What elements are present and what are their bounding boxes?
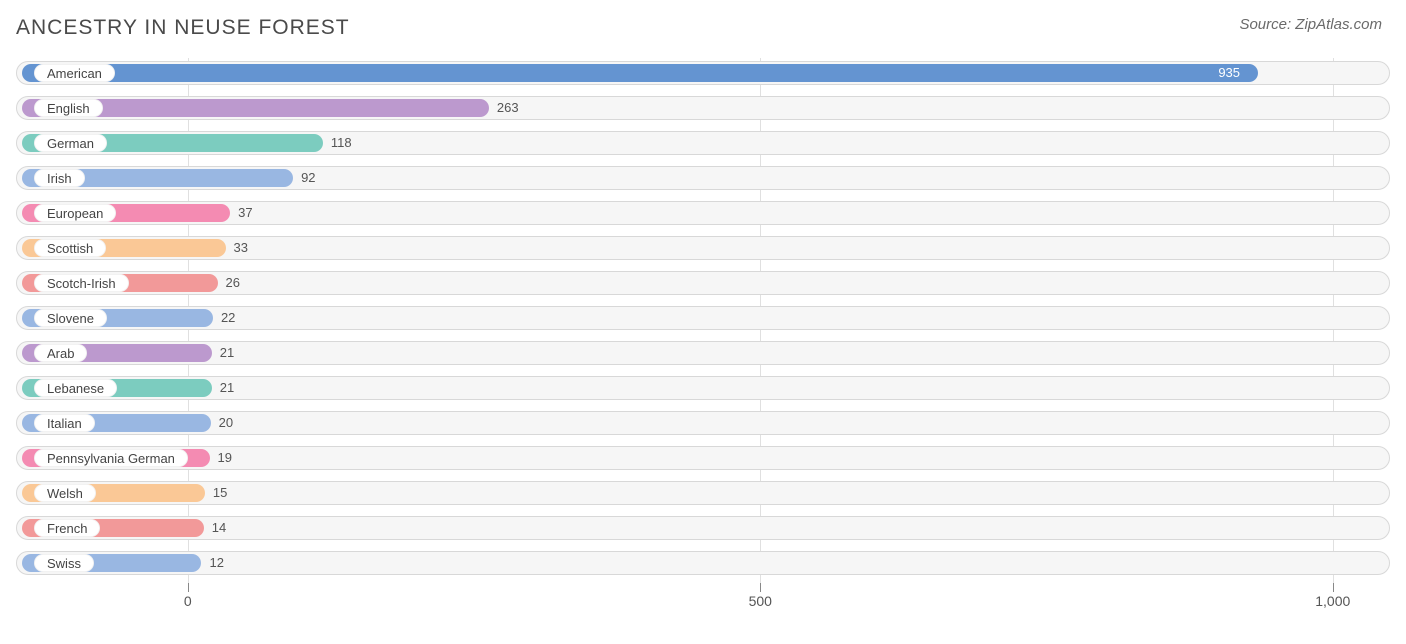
bar-label-pill: American (34, 64, 115, 82)
bar-value-label: 37 (238, 204, 252, 222)
bar-label-pill: Arab (34, 344, 87, 362)
bar-value-label: 26 (226, 274, 240, 292)
bar-row: Pennsylvania German 19 (16, 443, 1390, 473)
axis-tick-label: 500 (749, 593, 772, 609)
chart-bars: American 935 English 263 German 118 Irish 92 Eur… (16, 58, 1390, 578)
bar-label-pill: European (34, 204, 116, 222)
bar-row: European 37 (16, 198, 1390, 228)
bar-value-label: 14 (212, 519, 226, 537)
bar-value-label: 263 (497, 99, 519, 117)
axis-tick (760, 583, 761, 592)
bar-label-pill: Welsh (34, 484, 96, 502)
bar-value-label: 92 (301, 169, 315, 187)
bar-row: Scotch-Irish 26 (16, 268, 1390, 298)
chart-title: ANCESTRY IN NEUSE FOREST (16, 16, 350, 40)
bar-label-pill: Italian (34, 414, 95, 432)
bar-row: Arab 21 (16, 338, 1390, 368)
bar-label-pill: Slovene (34, 309, 107, 327)
bar-row: Slovene 22 (16, 303, 1390, 333)
bar-row: Scottish 33 (16, 233, 1390, 263)
bar-value-label: 12 (209, 554, 223, 572)
bar-value-label: 21 (220, 344, 234, 362)
chart-source: Source: ZipAtlas.com (1239, 16, 1382, 33)
bar-label-pill: German (34, 134, 107, 152)
bar-value-label: 33 (234, 239, 248, 257)
axis-tick (1333, 583, 1334, 592)
bar-label-pill: Pennsylvania German (34, 449, 188, 467)
bar-row: French 14 (16, 513, 1390, 543)
bar-value-label: 22 (221, 309, 235, 327)
bar-value-label: 935 (1218, 64, 1240, 82)
bar-label-pill: Swiss (34, 554, 94, 572)
bar-row: Lebanese 21 (16, 373, 1390, 403)
bar-label-pill: Scottish (34, 239, 106, 257)
bar-row: Italian 20 (16, 408, 1390, 438)
bar-value-label: 19 (218, 449, 232, 467)
bar-row: Irish 92 (16, 163, 1390, 193)
bar-label-pill: Lebanese (34, 379, 117, 397)
bar-row: Welsh 15 (16, 478, 1390, 508)
chart-header: ANCESTRY IN NEUSE FOREST Source: ZipAtla… (16, 16, 1390, 40)
bar-label-pill: Irish (34, 169, 85, 187)
axis-tick-label: 1,000 (1315, 593, 1350, 609)
bar-value-label: 20 (219, 414, 233, 432)
bar-value-label: 118 (331, 134, 352, 152)
bar-value-label: 15 (213, 484, 227, 502)
bar-row: English 263 (16, 93, 1390, 123)
bar-label-pill: French (34, 519, 100, 537)
bar-label-pill: English (34, 99, 103, 117)
bar-value-label: 21 (220, 379, 234, 397)
bar-track (16, 271, 1390, 295)
bar-row: American 935 (16, 58, 1390, 88)
bar-row: Swiss 12 (16, 548, 1390, 578)
chart-area: American 935 English 263 German 118 Irish 92 Eur… (16, 58, 1390, 613)
bar-fill (22, 64, 1258, 82)
x-axis: 0 500 1,000 (16, 583, 1390, 613)
bar-label-pill: Scotch-Irish (34, 274, 129, 292)
axis-tick-label: 0 (184, 593, 192, 609)
bar-row: German 118 (16, 128, 1390, 158)
axis-tick (188, 583, 189, 592)
